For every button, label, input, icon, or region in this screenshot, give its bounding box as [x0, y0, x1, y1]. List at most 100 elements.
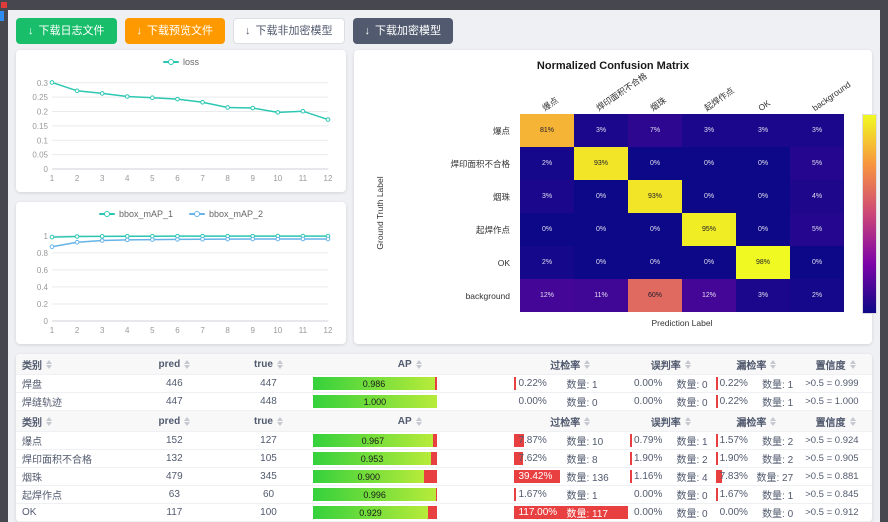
- download-log-button[interactable]: ↓ 下载日志文件: [16, 18, 117, 44]
- sort-asc-icon[interactable]: [684, 359, 691, 364]
- sort-desc-icon[interactable]: [276, 364, 283, 369]
- sort-icon[interactable]: [584, 359, 591, 369]
- sort-icon[interactable]: [276, 359, 283, 369]
- column-header[interactable]: 误判率: [628, 354, 714, 374]
- sort-asc-icon[interactable]: [276, 416, 283, 421]
- ap-cell: 0.986: [307, 375, 512, 392]
- sort-asc-icon[interactable]: [584, 359, 591, 364]
- sort-icon[interactable]: [770, 359, 777, 369]
- sort-desc-icon[interactable]: [276, 421, 283, 426]
- charts-column: loss 0 0.05 0.1 0.15 0.2 0.25 0.3 1 2 3 4 5 6 7 8 9 10 11…: [16, 50, 346, 344]
- sort-asc-icon[interactable]: [46, 416, 52, 421]
- ap-bar: 0.953: [313, 452, 437, 465]
- matrix-cell: 11%: [574, 279, 628, 312]
- sort-icon[interactable]: [684, 416, 691, 426]
- column-header-label: 误判率: [650, 360, 681, 372]
- sort-desc-icon[interactable]: [770, 421, 777, 426]
- sort-desc-icon[interactable]: [415, 421, 422, 426]
- legend-marker-circle: [103, 210, 110, 217]
- sort-icon[interactable]: [584, 416, 591, 426]
- sort-asc-icon[interactable]: [184, 359, 191, 364]
- column-header[interactable]: 类别: [16, 411, 119, 431]
- sort-asc-icon[interactable]: [584, 416, 591, 421]
- legend-label: bbox_mAP_1: [118, 208, 173, 219]
- miss-rate-cell: 0.22% 数量: 1: [714, 375, 800, 392]
- pred-cell: 117: [166, 507, 183, 518]
- column-header[interactable]: pred: [119, 411, 230, 431]
- column-header[interactable]: 置信度: [799, 354, 872, 374]
- table-row: 焊盘 446 447 0.986 0.22% 数量: 1 0.00% 数量: 0 0.22% 数量…: [16, 375, 872, 393]
- column-header[interactable]: true: [230, 411, 307, 431]
- sort-icon[interactable]: [684, 359, 691, 369]
- sort-asc-icon[interactable]: [849, 416, 856, 421]
- legend-item-bbox_mAP_2[interactable]: bbox_mAP_2: [189, 209, 263, 219]
- sort-desc-icon[interactable]: [184, 421, 191, 426]
- over-detection-cell: 7.62% 数量: 8: [512, 450, 628, 467]
- column-header[interactable]: 误判率: [628, 411, 714, 431]
- sort-icon[interactable]: [849, 359, 856, 369]
- sort-desc-icon[interactable]: [184, 364, 191, 369]
- table-row: 烟珠 479 345 0.900 39.42% 数量: 136 1.16% 数量: 4 7.83…: [16, 468, 872, 486]
- svg-text:7: 7: [200, 326, 205, 335]
- sort-desc-icon[interactable]: [849, 421, 856, 426]
- download-unencrypted-model-button[interactable]: ↓ 下载非加密模型: [233, 18, 345, 44]
- rate-bar: [715, 470, 723, 483]
- sort-icon[interactable]: [276, 416, 283, 426]
- sort-desc-icon[interactable]: [584, 364, 591, 369]
- rate-percent: 117.00%: [518, 507, 558, 518]
- column-header[interactable]: 漏检率: [714, 354, 800, 374]
- column-header[interactable]: 过检率: [512, 411, 628, 431]
- sort-desc-icon[interactable]: [684, 364, 691, 369]
- sort-asc-icon[interactable]: [46, 359, 52, 364]
- sort-desc-icon[interactable]: [46, 364, 52, 369]
- matrix-cell: 3%: [520, 180, 574, 213]
- confidence-cell: >0.5 = 0.924: [805, 435, 859, 446]
- sort-desc-icon[interactable]: [584, 421, 591, 426]
- column-header[interactable]: true: [230, 354, 307, 374]
- rate-count: 数量: 2: [676, 455, 708, 466]
- sort-desc-icon[interactable]: [46, 421, 52, 426]
- svg-text:0.8: 0.8: [37, 249, 49, 258]
- download-preview-button[interactable]: ↓ 下载预览文件: [124, 18, 225, 44]
- legend-item-loss[interactable]: loss: [162, 57, 199, 67]
- rate-count: 数量: 8: [566, 455, 598, 466]
- matrix-cell: 0%: [736, 180, 790, 213]
- sort-asc-icon[interactable]: [415, 416, 422, 421]
- rate-percent: 1.16%: [634, 471, 663, 482]
- matrix-cell: 7%: [628, 114, 682, 147]
- sort-icon[interactable]: [184, 416, 191, 426]
- column-header[interactable]: AP: [307, 354, 512, 374]
- sort-icon[interactable]: [770, 416, 777, 426]
- sort-desc-icon[interactable]: [415, 364, 422, 369]
- download-encrypted-model-button[interactable]: ↓ 下载加密模型: [352, 18, 453, 44]
- sort-asc-icon[interactable]: [770, 359, 777, 364]
- sort-asc-icon[interactable]: [770, 416, 777, 421]
- column-header[interactable]: pred: [119, 354, 230, 374]
- sort-icon[interactable]: [849, 416, 856, 426]
- sort-icon[interactable]: [184, 359, 191, 369]
- matrix-cell: 0%: [574, 246, 628, 279]
- column-header[interactable]: AP: [307, 411, 512, 431]
- sort-icon[interactable]: [415, 416, 422, 426]
- sort-icon[interactable]: [415, 359, 422, 369]
- sort-asc-icon[interactable]: [684, 416, 691, 421]
- sort-asc-icon[interactable]: [184, 416, 191, 421]
- column-header[interactable]: 类别: [16, 354, 119, 374]
- sort-asc-icon[interactable]: [415, 359, 422, 364]
- category-cell: 爆点: [22, 437, 42, 448]
- legend-item-bbox_mAP_1[interactable]: bbox_mAP_1: [98, 208, 173, 219]
- matrix-cell: 0%: [682, 147, 736, 180]
- over-detection-cell: 39.42% 数量: 136: [512, 468, 628, 485]
- sort-icon[interactable]: [46, 416, 52, 426]
- button-label: 下载加密模型: [375, 24, 441, 37]
- column-header[interactable]: 置信度: [799, 411, 872, 431]
- column-header[interactable]: 过检率: [512, 354, 628, 374]
- sort-desc-icon[interactable]: [770, 364, 777, 369]
- rate-percent: 0.00%: [634, 396, 663, 407]
- sort-asc-icon[interactable]: [849, 359, 856, 364]
- sort-icon[interactable]: [46, 359, 52, 369]
- sort-desc-icon[interactable]: [684, 421, 691, 426]
- sort-asc-icon[interactable]: [276, 359, 283, 364]
- column-header[interactable]: 漏检率: [714, 411, 800, 431]
- sort-desc-icon[interactable]: [849, 364, 856, 369]
